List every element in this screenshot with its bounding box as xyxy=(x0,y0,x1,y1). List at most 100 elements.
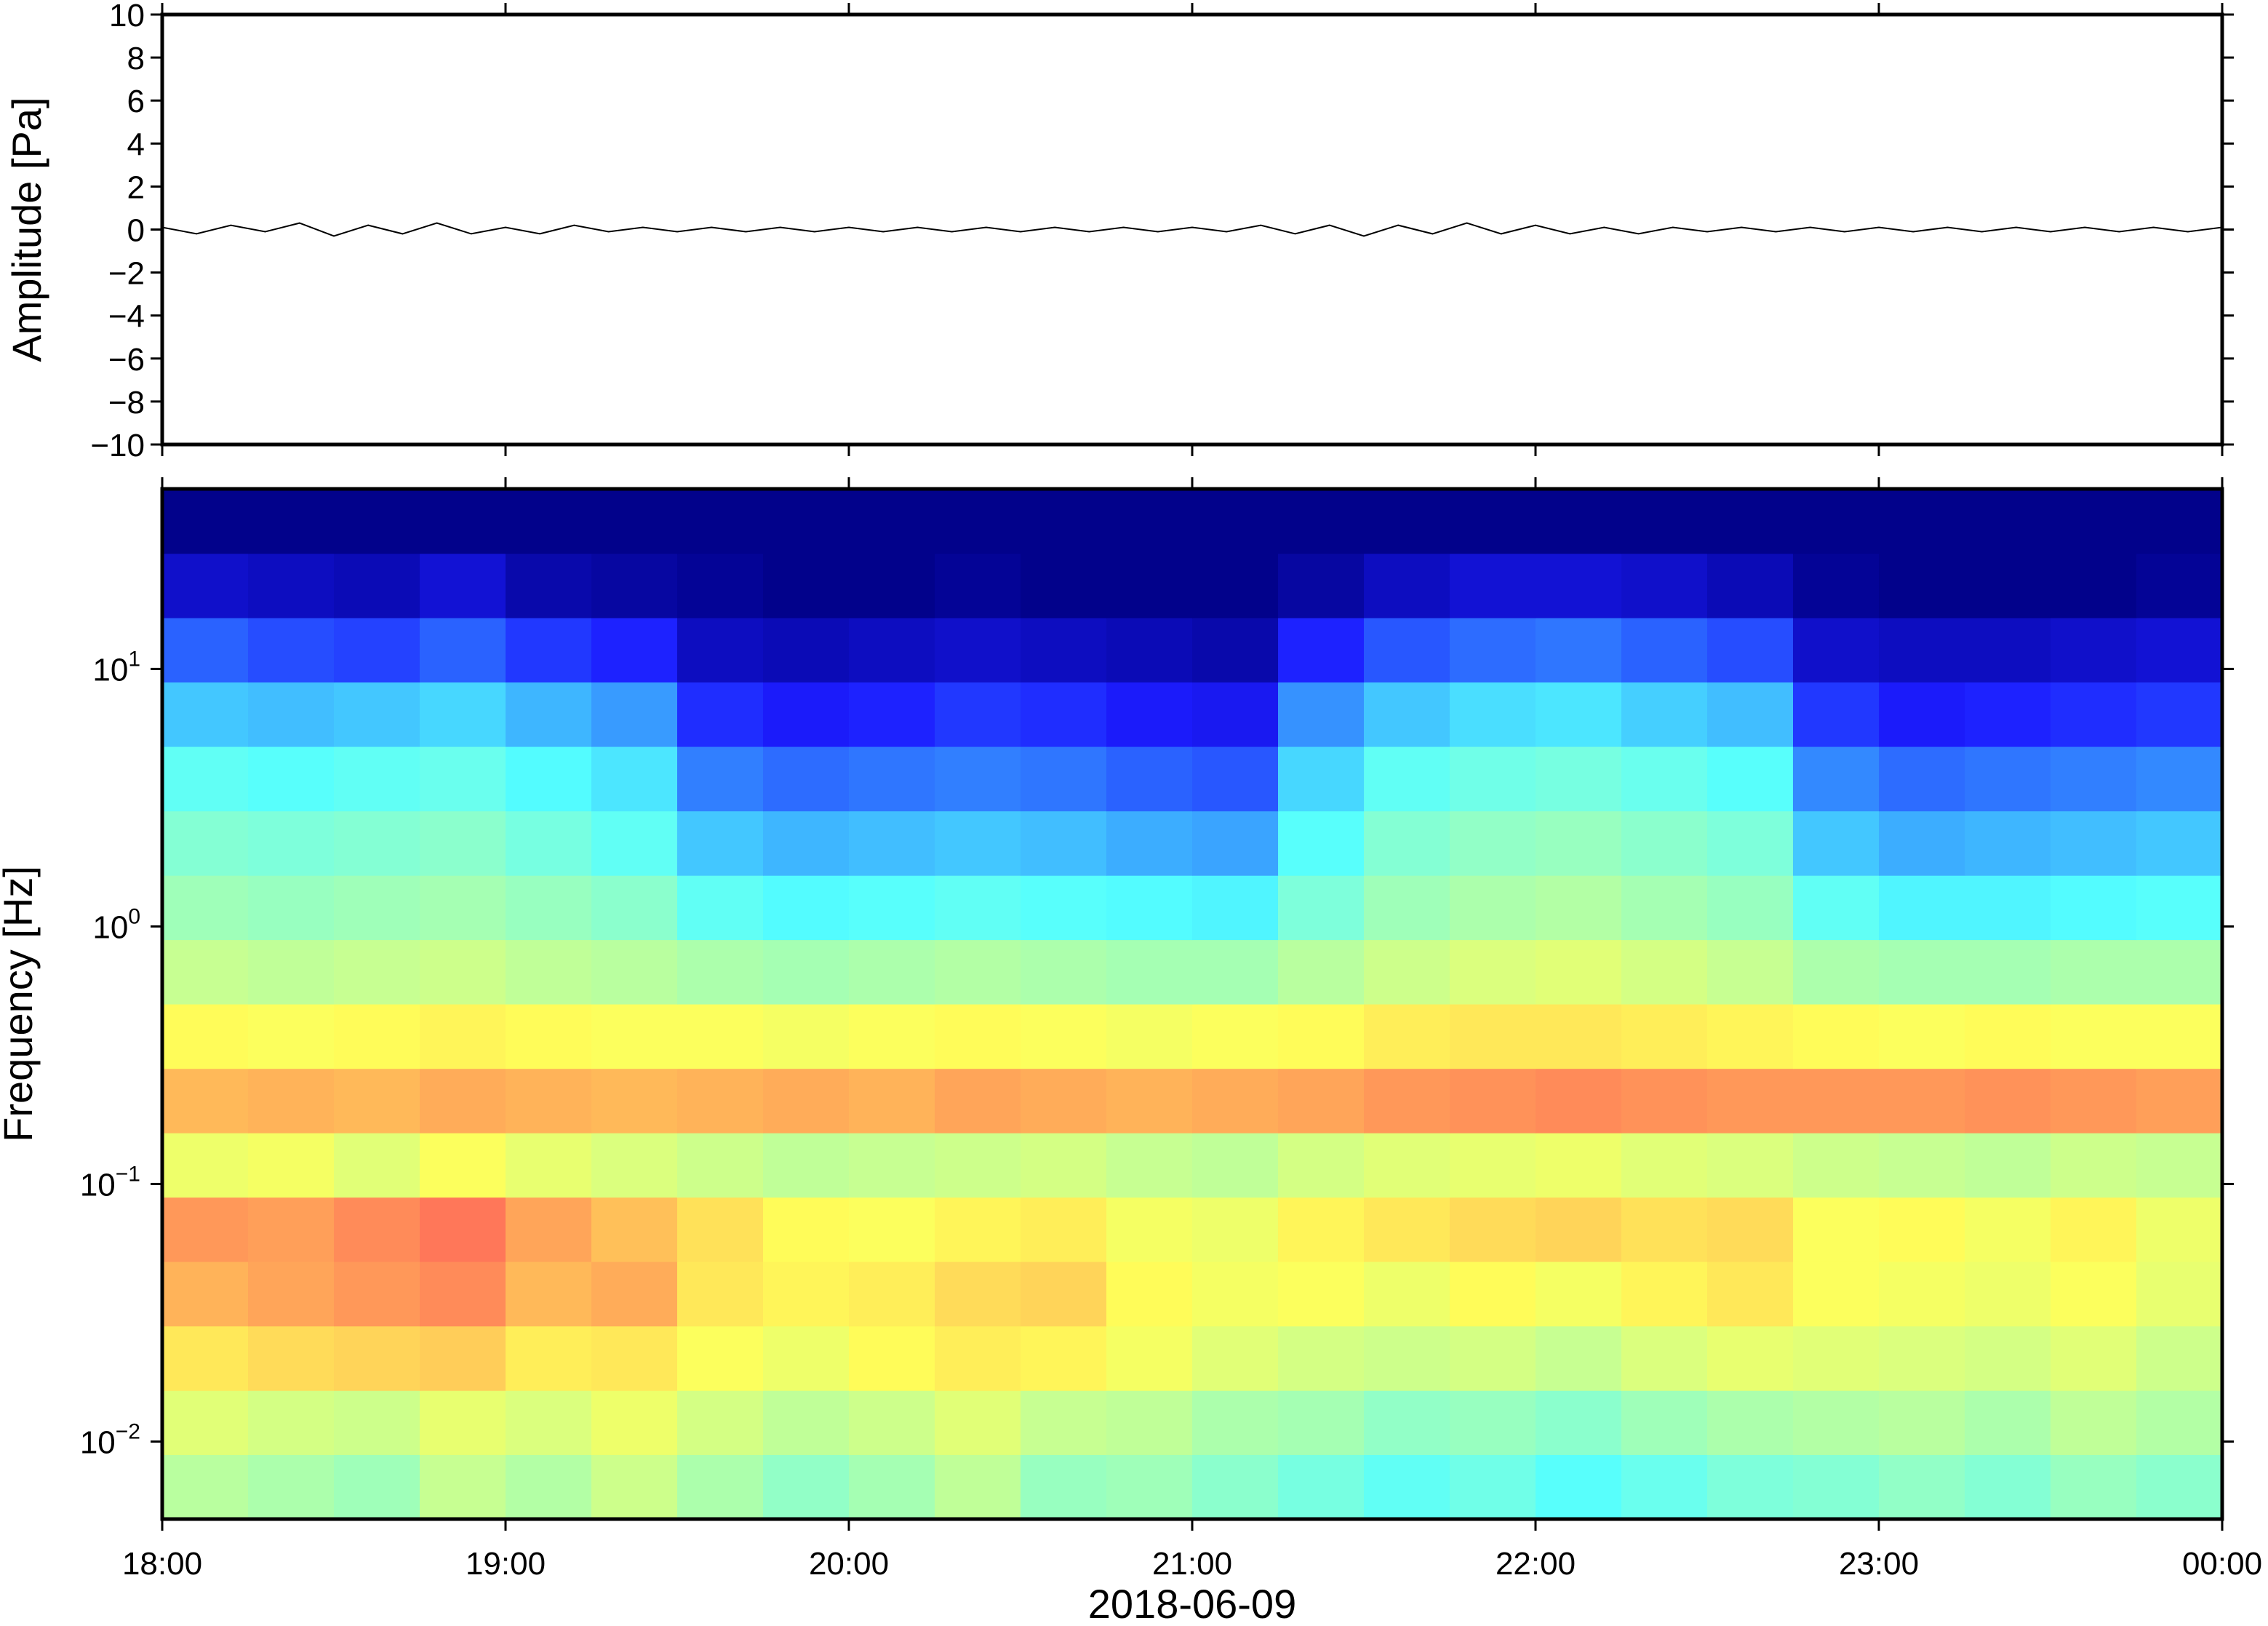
heat-cell xyxy=(677,1326,764,1391)
heat-cell xyxy=(1021,553,1107,618)
heat-cell xyxy=(1879,1262,1965,1327)
heat-cell xyxy=(1450,618,1536,683)
heat-cell xyxy=(2136,1133,2223,1198)
heat-cell xyxy=(2136,618,2223,683)
heat-cell xyxy=(1450,1454,1536,1520)
heat-cell xyxy=(1536,939,1622,1005)
heat-cell xyxy=(1106,1068,1193,1133)
heat-cell xyxy=(1278,1262,1365,1327)
heat-cell xyxy=(1021,1262,1107,1327)
heat-cell xyxy=(334,682,420,747)
heat-cell xyxy=(1879,810,1965,876)
heat-cell xyxy=(849,489,935,554)
heat-cell xyxy=(1278,1004,1365,1069)
heat-cell xyxy=(1192,875,1279,941)
heat-cell xyxy=(1192,939,1279,1005)
heat-cell xyxy=(849,1197,935,1262)
heat-cell xyxy=(1106,1133,1193,1198)
heat-cell xyxy=(677,553,764,618)
heat-cell xyxy=(2051,1390,2137,1455)
y-tick-label: −6 xyxy=(108,342,145,378)
heat-cell xyxy=(677,1004,764,1069)
heat-cell xyxy=(1793,618,1880,683)
heat-cell xyxy=(1707,1262,1794,1327)
heat-cell xyxy=(334,1326,420,1391)
heat-cell xyxy=(1879,1133,1965,1198)
heat-cell xyxy=(763,489,850,554)
heat-cell xyxy=(334,939,420,1005)
heat-cell xyxy=(1364,1197,1450,1262)
heat-cell xyxy=(677,618,764,683)
heat-cell xyxy=(1707,875,1794,941)
heat-cell xyxy=(591,1454,678,1520)
heat-cell xyxy=(1536,1004,1622,1069)
heat-cell xyxy=(248,1068,335,1133)
heat-cell xyxy=(935,1390,1021,1455)
heat-cell xyxy=(2051,1326,2137,1391)
heat-cell xyxy=(591,810,678,876)
heat-cell xyxy=(1106,1262,1193,1327)
heat-cell xyxy=(849,746,935,812)
heat-cell xyxy=(1879,1326,1965,1391)
heat-cell xyxy=(248,1262,335,1327)
x-tick-label: 00:00 xyxy=(2182,1546,2262,1582)
heat-cell xyxy=(591,553,678,618)
heat-cell xyxy=(1707,618,1794,683)
heat-cell xyxy=(248,810,335,876)
heat-cell xyxy=(506,553,592,618)
heat-cell xyxy=(1021,875,1107,941)
heat-cell xyxy=(2136,875,2223,941)
heat-cell xyxy=(1707,682,1794,747)
y-tick-label: −2 xyxy=(108,256,145,292)
heat-cell xyxy=(506,875,592,941)
heat-cell xyxy=(1879,618,1965,683)
heat-cell xyxy=(1621,553,1708,618)
heat-cell xyxy=(1106,1197,1193,1262)
heat-cell xyxy=(1621,1326,1708,1391)
heat-cell xyxy=(506,746,592,812)
heat-cell xyxy=(1106,1004,1193,1069)
heat-cell xyxy=(2136,489,2223,554)
heat-cell xyxy=(2136,939,2223,1005)
heat-cell xyxy=(248,1197,335,1262)
heat-cell xyxy=(506,489,592,554)
heat-cell xyxy=(334,489,420,554)
heat-cell xyxy=(420,553,506,618)
heat-cell xyxy=(591,1197,678,1262)
heat-cell xyxy=(1021,682,1107,747)
heat-cell xyxy=(935,682,1021,747)
heat-cell xyxy=(1965,1390,2051,1455)
x-axis-title: 2018-06-09 xyxy=(1088,1581,1296,1622)
heat-cell xyxy=(1879,553,1965,618)
heat-cell xyxy=(1192,1068,1279,1133)
heat-cell xyxy=(506,1133,592,1198)
heat-cell xyxy=(334,1390,420,1455)
heat-cell xyxy=(420,1004,506,1069)
heat-cell xyxy=(334,618,420,683)
heat-cell xyxy=(1021,618,1107,683)
heat-cell xyxy=(1707,746,1794,812)
heat-cell xyxy=(1278,1454,1365,1520)
heat-cell xyxy=(1536,682,1622,747)
heat-cell xyxy=(935,553,1021,618)
heat-cell xyxy=(849,1068,935,1133)
y-tick-label: −8 xyxy=(108,385,145,421)
heat-cell xyxy=(334,553,420,618)
heat-cell xyxy=(1106,875,1193,941)
heat-cell xyxy=(420,875,506,941)
heat-cell xyxy=(763,810,850,876)
heat-cell xyxy=(1793,553,1880,618)
heat-cell xyxy=(1364,682,1450,747)
heat-cell xyxy=(506,1004,592,1069)
heat-cell xyxy=(1021,746,1107,812)
waveform xyxy=(161,222,2223,237)
heat-cell xyxy=(1965,489,2051,554)
heat-cell xyxy=(1364,810,1450,876)
heat-cell xyxy=(763,618,850,683)
heat-cell xyxy=(1106,1454,1193,1520)
heat-cell xyxy=(2051,618,2137,683)
heat-cell xyxy=(506,1454,592,1520)
heat-cell xyxy=(935,875,1021,941)
heat-cell xyxy=(1879,1454,1965,1520)
heat-cell xyxy=(420,618,506,683)
